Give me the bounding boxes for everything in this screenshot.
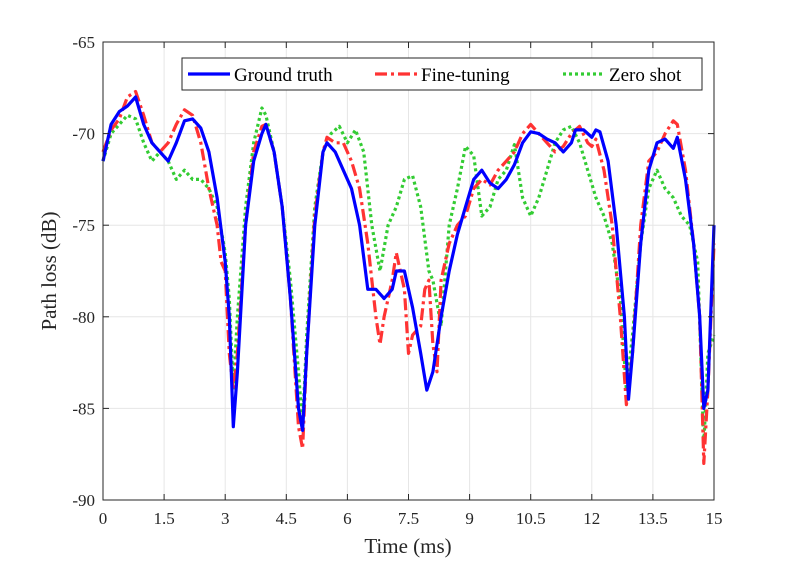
x-axis-title: Time (ms): [364, 534, 451, 558]
x-tick-label: 0: [99, 509, 108, 528]
x-tick-label: 10.5: [516, 509, 546, 528]
ticks: [102, 41, 715, 501]
x-tick-label: 3: [221, 509, 230, 528]
x-tick-label: 9: [465, 509, 474, 528]
x-tick-label: 1.5: [153, 509, 174, 528]
x-tick-label: 7.5: [398, 509, 419, 528]
legend: Ground truth Fine-tuning Zero shot: [181, 57, 703, 91]
x-tick-label: 13.5: [638, 509, 668, 528]
x-tick-label: 15: [706, 509, 723, 528]
x-tick-label: 12: [583, 509, 600, 528]
series-line-zero-shot: [101, 106, 716, 447]
y-tick-label: -85: [72, 399, 95, 418]
x-tick-label: 6: [343, 509, 352, 528]
series-line-fine-tuning: [101, 89, 716, 465]
y-tick-label: -70: [72, 125, 95, 144]
y-axis-title: Path loss (dB): [37, 211, 61, 330]
series-layer: [101, 89, 716, 465]
legend-label: Fine-tuning: [421, 65, 510, 86]
tick-labels: 0 1.5 3 4.5 6 7.5 9 10.5 12 13.5 15 -90 -85 -80 -75 -70…: [72, 33, 722, 528]
series-line-ground-truth: [101, 95, 716, 432]
y-tick-label: -65: [72, 33, 95, 52]
y-tick-label: -90: [72, 491, 95, 510]
legend-label: Ground truth: [234, 65, 333, 86]
y-tick-label: -80: [72, 308, 95, 327]
y-tick-label: -75: [72, 216, 95, 235]
legend-label: Zero shot: [609, 65, 682, 86]
legend-box: [181, 57, 703, 91]
x-tick-label: 4.5: [276, 509, 297, 528]
